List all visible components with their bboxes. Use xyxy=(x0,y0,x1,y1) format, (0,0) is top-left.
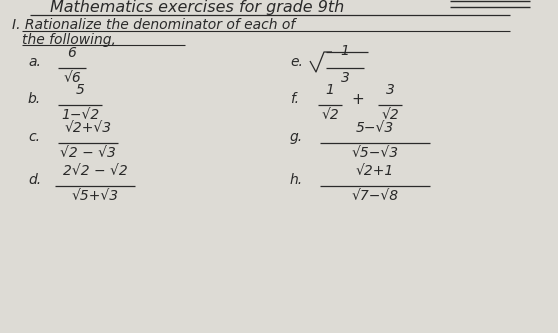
Text: Mathematics exercises for grade 9th: Mathematics exercises for grade 9th xyxy=(50,0,344,15)
Text: e.: e. xyxy=(290,55,303,69)
Text: √2+1: √2+1 xyxy=(356,164,394,178)
Text: √5−√3: √5−√3 xyxy=(352,146,398,160)
Text: 1: 1 xyxy=(340,44,349,58)
Text: √6: √6 xyxy=(63,71,81,85)
Text: +: + xyxy=(352,93,364,108)
Text: 3: 3 xyxy=(386,83,395,97)
Text: 5−√3: 5−√3 xyxy=(356,121,394,135)
Text: √2 − √3: √2 − √3 xyxy=(60,146,116,160)
Text: h.: h. xyxy=(290,173,303,187)
Text: 3: 3 xyxy=(340,71,349,85)
Text: g.: g. xyxy=(290,130,303,144)
Text: 2√2 − √2: 2√2 − √2 xyxy=(62,164,127,178)
Text: 1: 1 xyxy=(325,83,334,97)
Text: f.: f. xyxy=(290,92,299,106)
Text: b.: b. xyxy=(28,92,41,106)
Text: √2+√3: √2+√3 xyxy=(64,121,112,135)
Text: 1−√2: 1−√2 xyxy=(61,108,99,122)
Text: √7−√8: √7−√8 xyxy=(352,189,398,203)
Text: √5+√3: √5+√3 xyxy=(71,189,118,203)
Text: 6: 6 xyxy=(68,46,76,60)
Text: I. Rationalize the denominator of each of: I. Rationalize the denominator of each o… xyxy=(12,18,295,32)
Text: √2: √2 xyxy=(321,108,339,122)
Text: a.: a. xyxy=(28,55,41,69)
Text: d.: d. xyxy=(28,173,41,187)
Text: c.: c. xyxy=(28,130,40,144)
Text: √2: √2 xyxy=(381,108,399,122)
Text: the following,: the following, xyxy=(22,33,116,47)
Text: 5: 5 xyxy=(75,83,84,97)
